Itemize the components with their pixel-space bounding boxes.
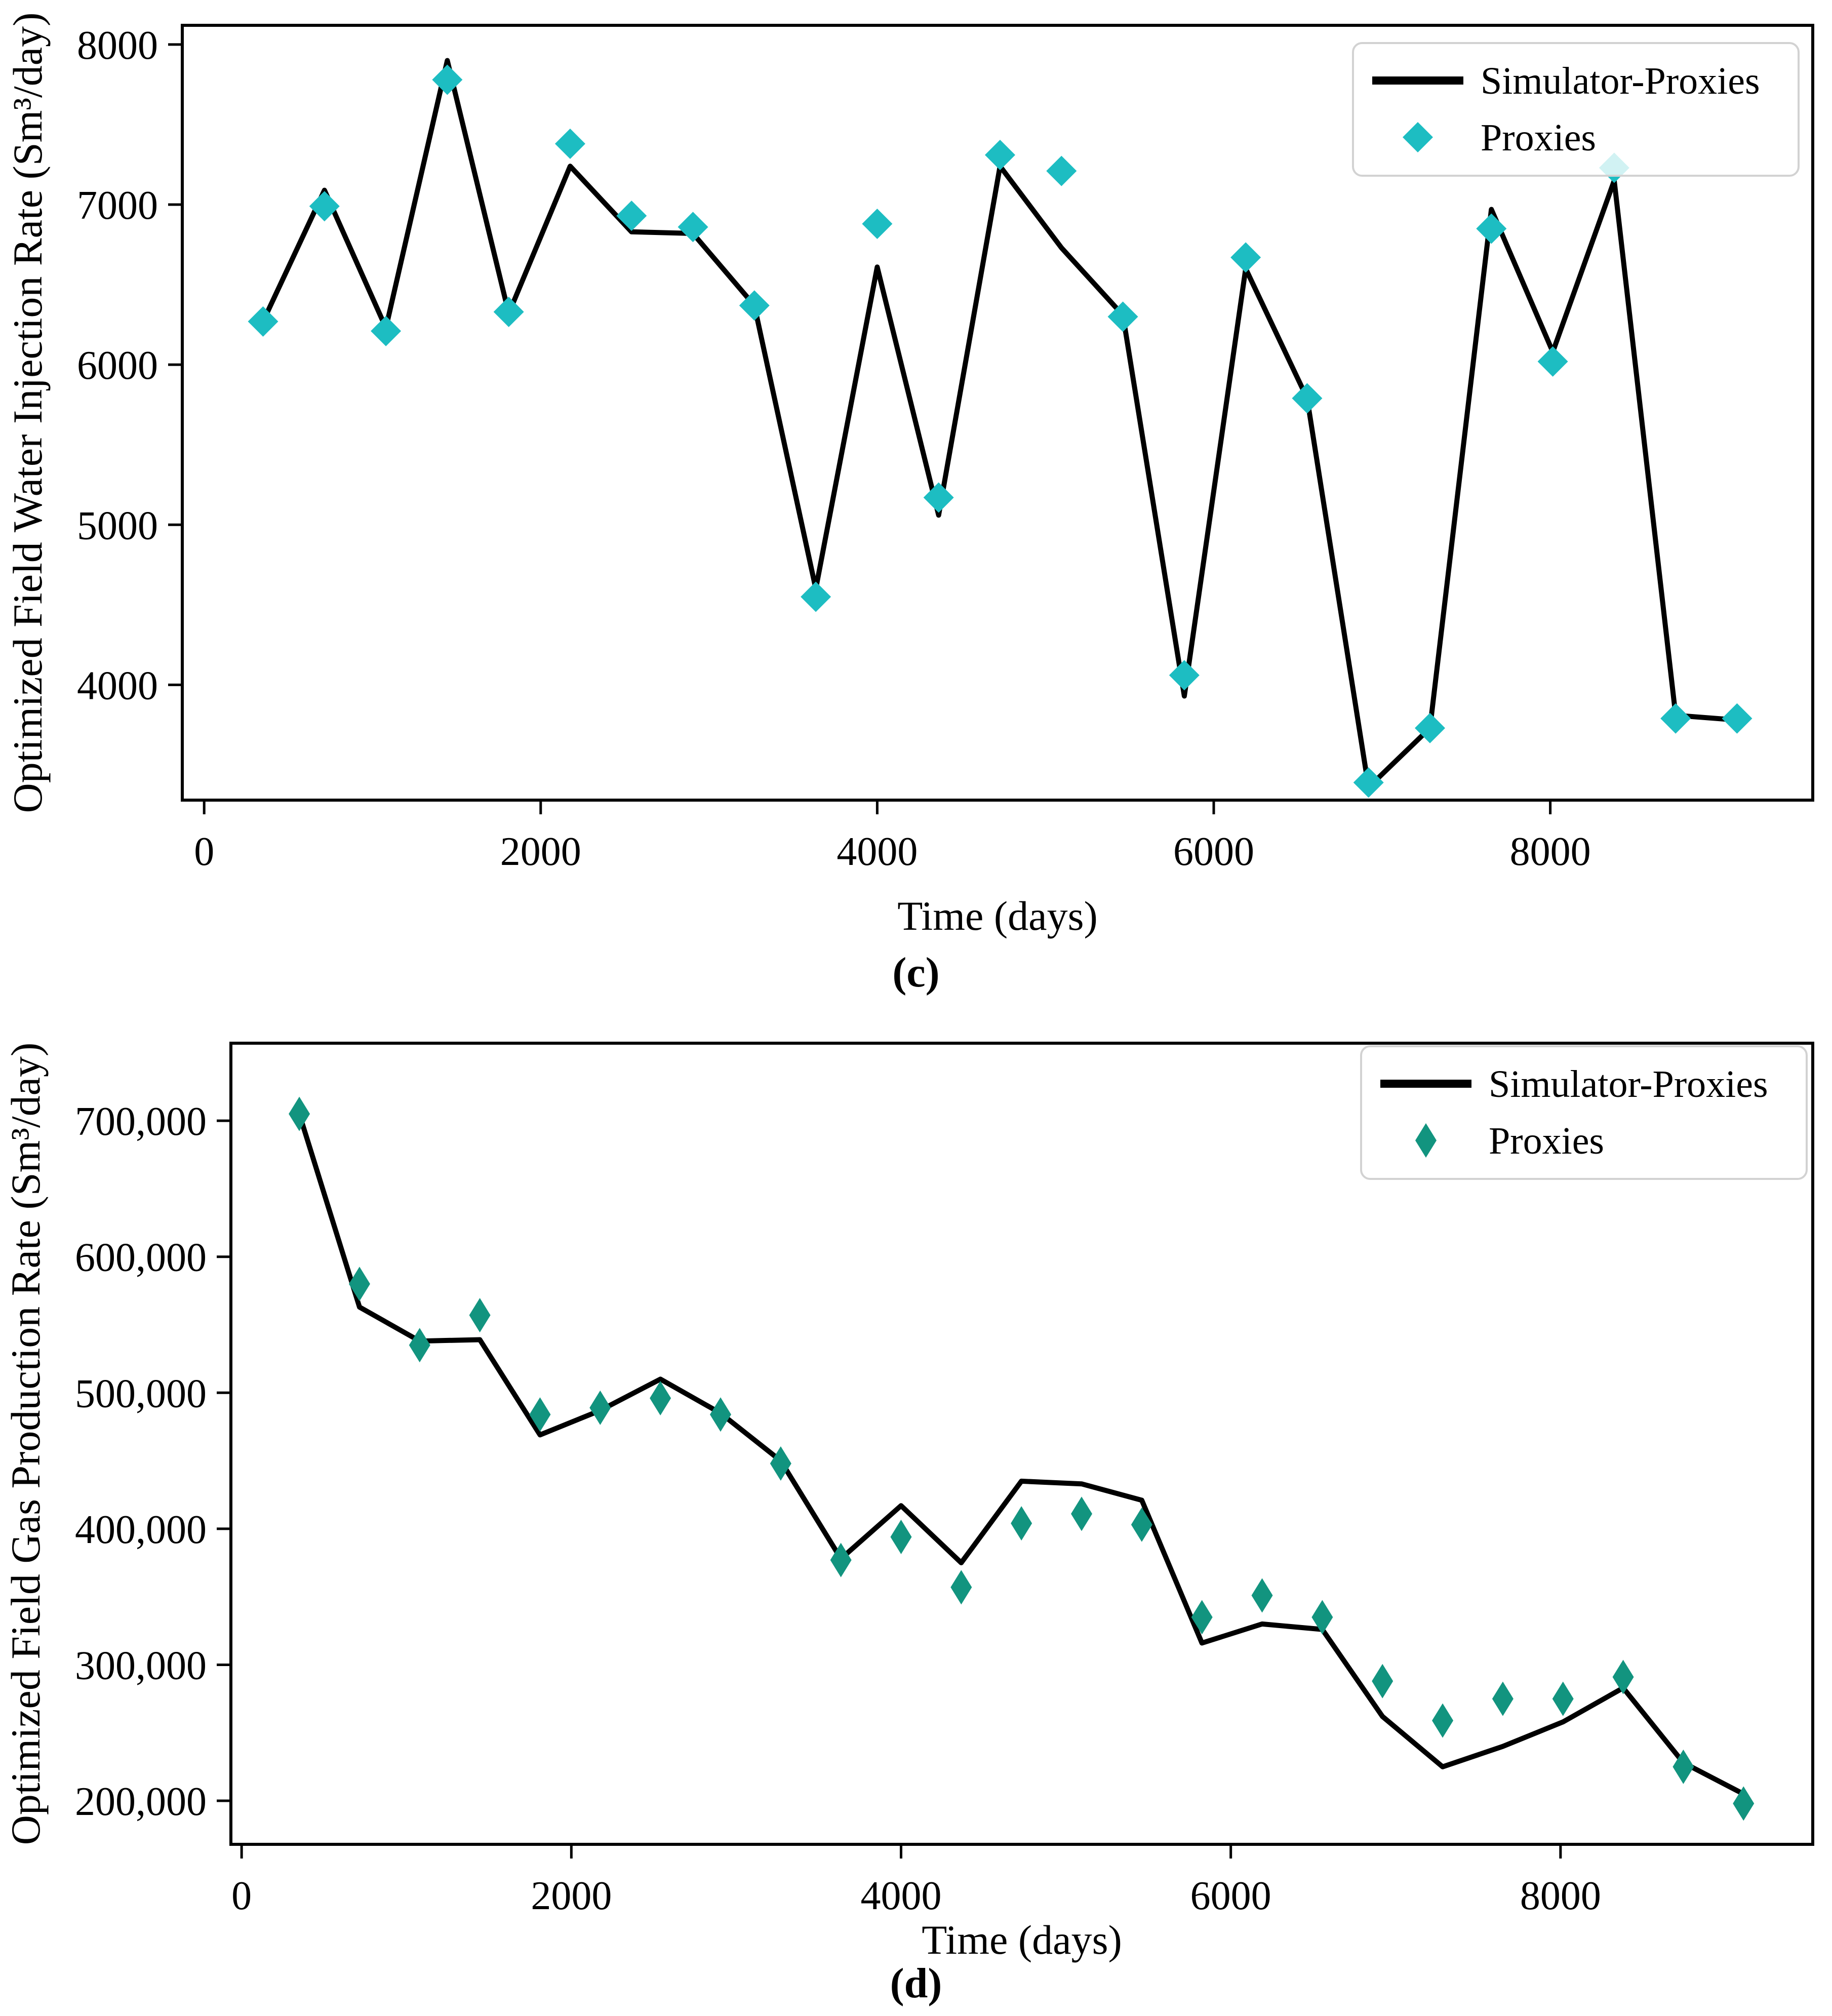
proxy-marker bbox=[1230, 242, 1261, 273]
proxy-marker bbox=[984, 140, 1015, 171]
chart-c-caption: (c) bbox=[892, 949, 940, 996]
proxy-marker bbox=[1011, 1506, 1032, 1541]
y-axis-tick-label: 200,000 bbox=[75, 1780, 207, 1824]
legend-label-proxies: Proxies bbox=[1481, 116, 1596, 159]
proxy-marker bbox=[739, 290, 770, 321]
proxy-marker bbox=[1372, 1664, 1393, 1698]
x-axis-tick-label: 6000 bbox=[1190, 1874, 1271, 1918]
proxy-marker bbox=[348, 1267, 370, 1301]
proxy-marker bbox=[554, 128, 585, 159]
proxy-marker bbox=[1311, 1600, 1333, 1635]
proxy-marker bbox=[1071, 1496, 1093, 1531]
x-axis-tick-label: 6000 bbox=[1173, 829, 1254, 874]
legend-label-simulator-proxies: Simulator-Proxies bbox=[1481, 60, 1760, 102]
x-axis-tick-label: 2000 bbox=[500, 829, 581, 874]
proxy-marker bbox=[616, 201, 647, 231]
proxy-marker bbox=[770, 1446, 791, 1481]
proxy-marker bbox=[248, 306, 278, 337]
legend: Simulator-Proxies Proxies bbox=[1360, 1045, 1808, 1180]
y-axis-tick-label: 6000 bbox=[77, 343, 158, 388]
proxy-marker bbox=[371, 315, 402, 346]
x-axis-tick-label: 4000 bbox=[861, 1874, 942, 1918]
chart-d-caption: (d) bbox=[890, 1960, 942, 2007]
proxy-marker bbox=[1537, 346, 1568, 377]
legend: Simulator-Proxies Proxies bbox=[1352, 42, 1800, 177]
y-axis-tick-label: 5000 bbox=[77, 503, 158, 548]
legend-box bbox=[1352, 42, 1800, 177]
y-axis-tick-label: 300,000 bbox=[75, 1643, 207, 1688]
proxy-marker bbox=[1191, 1600, 1213, 1635]
proxy-marker bbox=[1722, 703, 1753, 734]
x-axis-title: Time (days) bbox=[922, 1917, 1122, 1963]
proxy-marker bbox=[1672, 1749, 1694, 1784]
legend-diamond-swatch bbox=[1415, 1123, 1437, 1158]
x-axis-tick-label: 8000 bbox=[1520, 1874, 1601, 1918]
x-axis-tick-label: 0 bbox=[194, 829, 214, 874]
y-axis-tick-label: 500,000 bbox=[75, 1371, 207, 1416]
proxy-marker bbox=[1292, 383, 1323, 414]
x-axis-tick-label: 4000 bbox=[837, 829, 918, 874]
proxy-marker bbox=[289, 1096, 310, 1131]
proxy-marker bbox=[309, 191, 340, 222]
simulator-proxies-line bbox=[297, 1111, 1746, 1797]
y-axis-tick-label: 400,000 bbox=[75, 1508, 207, 1552]
water-injection-chart: 0 2000 4000 6000 8000 4000 5000 6000 7000 8000 Tim… bbox=[5, 13, 1814, 939]
x-axis-title: Time (days) bbox=[897, 893, 1098, 939]
proxy-marker bbox=[1612, 1659, 1634, 1694]
proxy-marker bbox=[862, 208, 893, 239]
proxy-marker bbox=[493, 296, 524, 327]
y-axis-tick-label: 600,000 bbox=[75, 1236, 207, 1280]
proxy-marker bbox=[709, 1397, 731, 1432]
proxy-marker bbox=[1432, 1703, 1454, 1738]
proxy-marker bbox=[1476, 213, 1507, 244]
y-axis-title: Optimized Field Water Injection Rate (Sm… bbox=[5, 13, 51, 813]
proxy-marker bbox=[923, 482, 954, 513]
proxy-marker bbox=[950, 1570, 972, 1605]
legend-diamond-swatch bbox=[1403, 122, 1433, 152]
proxy-marker bbox=[1660, 703, 1691, 734]
proxy-marker bbox=[1107, 301, 1138, 332]
gas-production-chart: 0 2000 4000 6000 8000 200,000 300,000 400,000 50… bbox=[3, 1042, 1814, 1963]
proxy-marker bbox=[1733, 1786, 1755, 1821]
proxy-marker bbox=[1492, 1681, 1514, 1716]
proxy-marker bbox=[801, 581, 831, 612]
proxy-marker bbox=[1169, 660, 1200, 691]
x-axis-tick-label: 0 bbox=[231, 1874, 252, 1918]
proxy-marker bbox=[432, 64, 463, 95]
proxy-marker bbox=[1353, 767, 1384, 798]
y-axis-tick-label: 700,000 bbox=[75, 1099, 207, 1144]
proxy-marker bbox=[1046, 155, 1077, 186]
y-axis-title: Optimized Field Gas Production Rate (Sm³… bbox=[3, 1043, 49, 1845]
proxy-marker bbox=[830, 1543, 852, 1577]
proxy-marker bbox=[529, 1397, 551, 1432]
y-axis-tick-label: 8000 bbox=[77, 23, 158, 68]
x-axis-tick-label: 2000 bbox=[531, 1874, 612, 1918]
y-axis-tick-label: 4000 bbox=[77, 663, 158, 708]
proxy-marker bbox=[650, 1381, 671, 1416]
legend-label-proxies: Proxies bbox=[1489, 1120, 1604, 1162]
proxy-marker bbox=[1415, 713, 1446, 743]
y-axis-tick-label: 7000 bbox=[77, 183, 158, 228]
proxy-marker bbox=[469, 1298, 491, 1333]
legend-label-simulator-proxies: Simulator-Proxies bbox=[1489, 1063, 1768, 1105]
legend-box bbox=[1360, 1045, 1808, 1180]
proxy-marker bbox=[589, 1390, 611, 1425]
proxy-marker bbox=[1552, 1681, 1574, 1716]
proxy-marker bbox=[1131, 1507, 1152, 1542]
proxy-marker bbox=[409, 1328, 430, 1363]
x-axis-tick-label: 8000 bbox=[1510, 829, 1591, 874]
proxy-marker bbox=[678, 212, 708, 243]
proxy-marker bbox=[1251, 1578, 1273, 1613]
proxy-marker bbox=[890, 1519, 912, 1554]
